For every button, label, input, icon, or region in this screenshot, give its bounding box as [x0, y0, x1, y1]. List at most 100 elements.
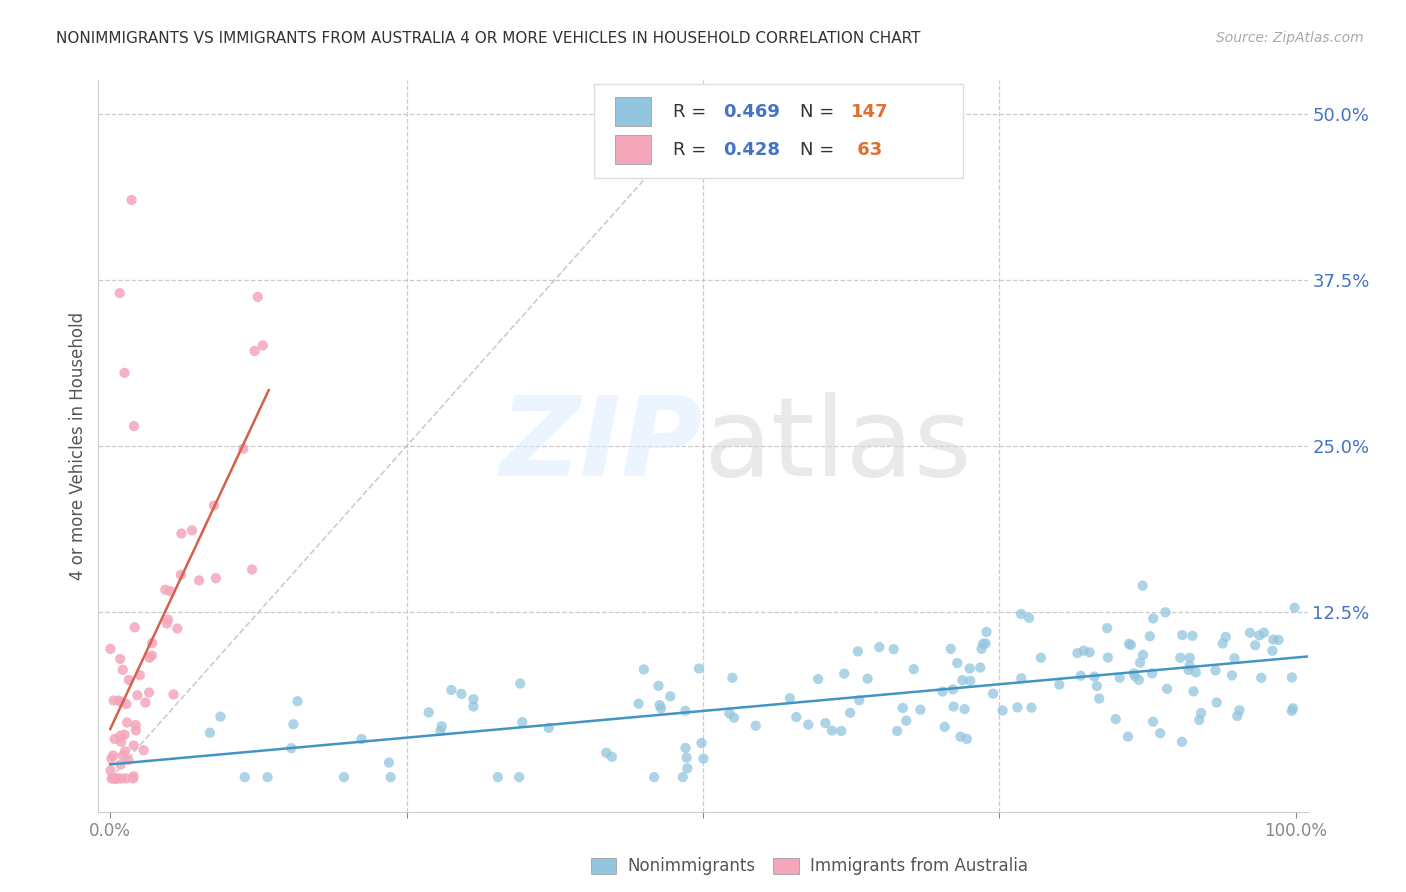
Point [509, 676, 531, 690]
Point [956, 731, 979, 746]
Point [256, 770, 278, 784]
Point [1171, 735, 1194, 749]
Point [600, 749, 623, 764]
Point [1118, 637, 1140, 651]
Point [1281, 704, 1303, 718]
Point [114, 366, 136, 380]
Point [839, 706, 862, 720]
Point [121, 193, 143, 207]
Point [1088, 691, 1111, 706]
Point [675, 740, 697, 755]
Point [287, 694, 309, 708]
Point [111, 748, 134, 763]
Point [1253, 625, 1275, 640]
Point [157, 613, 180, 627]
Point [807, 672, 830, 686]
Point [952, 673, 974, 687]
Point [974, 636, 997, 650]
Point [797, 717, 820, 731]
Point [110, 729, 132, 743]
Point [969, 660, 991, 674]
Point [931, 684, 953, 698]
Point [1261, 644, 1284, 658]
Point [675, 750, 697, 764]
Text: Nonimmigrants: Nonimmigrants [627, 857, 755, 875]
Point [848, 693, 870, 707]
Point [100, 764, 122, 778]
Point [1168, 650, 1191, 665]
Point [627, 697, 650, 711]
Point [1205, 696, 1227, 710]
Point [949, 730, 972, 744]
Point [1226, 709, 1249, 723]
Point [232, 442, 254, 456]
FancyBboxPatch shape [595, 84, 963, 178]
Point [1281, 670, 1303, 684]
Point [830, 723, 852, 738]
Point [107, 772, 129, 786]
Point [202, 499, 225, 513]
Point [647, 679, 669, 693]
Point [100, 772, 122, 786]
Point [942, 699, 965, 714]
Point [903, 662, 925, 676]
Point [127, 688, 149, 702]
Text: R =: R = [672, 103, 711, 120]
Point [1095, 621, 1118, 635]
Point [1078, 645, 1101, 659]
Point [1267, 632, 1289, 647]
Point [1215, 630, 1237, 644]
Point [111, 663, 134, 677]
Point [821, 723, 844, 738]
Point [110, 695, 132, 709]
Point [114, 728, 136, 742]
Point [1029, 650, 1052, 665]
Point [125, 723, 148, 738]
Point [970, 641, 993, 656]
Point [1070, 669, 1092, 683]
Point [1239, 625, 1261, 640]
Point [1021, 700, 1043, 714]
Point [648, 698, 671, 713]
Point [976, 624, 998, 639]
Point [103, 693, 125, 707]
Point [1178, 650, 1201, 665]
Text: 0.428: 0.428 [724, 141, 780, 159]
Point [595, 746, 617, 760]
Point [205, 571, 228, 585]
FancyBboxPatch shape [614, 97, 651, 127]
Point [1185, 665, 1208, 680]
Point [155, 582, 177, 597]
Text: ZIP: ZIP [499, 392, 703, 500]
Point [1097, 650, 1119, 665]
Point [170, 567, 193, 582]
Text: 147: 147 [851, 103, 889, 120]
Point [463, 699, 485, 714]
Point [115, 772, 138, 786]
Point [1116, 730, 1139, 744]
Point [252, 338, 274, 352]
Point [650, 701, 672, 715]
Point [138, 685, 160, 699]
Point [108, 652, 131, 666]
Point [972, 637, 994, 651]
Y-axis label: 4 or more Vehicles in Household: 4 or more Vehicles in Household [69, 312, 87, 580]
Point [1105, 712, 1128, 726]
Point [350, 731, 373, 746]
Point [122, 772, 145, 786]
Point [942, 682, 965, 697]
Point [1250, 671, 1272, 685]
Point [117, 753, 139, 767]
Point [486, 770, 509, 784]
Point [959, 673, 981, 688]
Point [1083, 669, 1105, 683]
Point [110, 772, 132, 786]
Point [243, 343, 266, 358]
Point [463, 692, 485, 706]
Point [1132, 579, 1154, 593]
Point [537, 721, 560, 735]
Point [981, 687, 1004, 701]
Point [1182, 684, 1205, 698]
Point [128, 668, 150, 682]
Point [104, 772, 127, 786]
